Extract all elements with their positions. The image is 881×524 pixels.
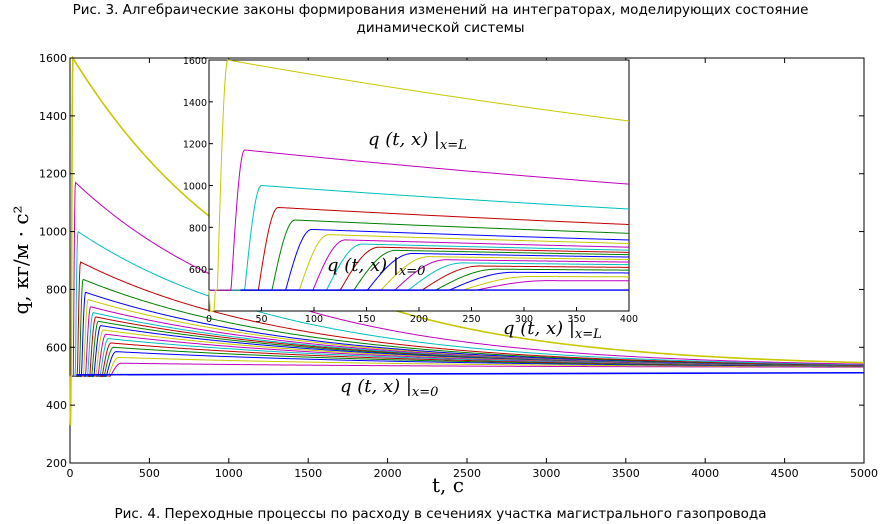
- inset-y-tick-label: 1200: [183, 140, 207, 151]
- main-axis-ticks: 0 500 1000 1500 2000 2500 3000 3500 4000 4500 5000…: [39, 52, 878, 480]
- main-curve-inlet: [76, 371, 865, 376]
- inset-x-tick-label: 250: [462, 314, 480, 325]
- annotation-main-outlet: q (t, x) |x=L: [503, 318, 602, 342]
- y-tick-label: 600: [46, 341, 67, 354]
- x-tick-label: 4000: [691, 467, 719, 480]
- x-tick-label: 3500: [612, 467, 640, 480]
- inset-curve-1: [208, 59, 630, 312]
- annotation-inset-inlet: q (t, x) |x=0: [327, 255, 425, 279]
- inset-x-tick-label: 350: [567, 314, 585, 325]
- x-tick-label: 1500: [294, 467, 322, 480]
- annotation-main-inlet: q (t, x) |x=0: [340, 376, 438, 400]
- inset-y-tick-label: 600: [189, 265, 207, 276]
- inset-x-tick-label: 400: [620, 314, 638, 325]
- inset-x-tick-label: 0: [206, 314, 212, 325]
- main-curve-5: [70, 278, 865, 377]
- x-tick-label: 3000: [532, 467, 560, 480]
- y-tick-label: 800: [46, 283, 67, 296]
- inset-curve-3: [209, 184, 630, 291]
- annotation-inset-outlet-sub: x=L: [440, 138, 467, 153]
- main-curve-18: [70, 351, 865, 377]
- y-tick-label: 1400: [39, 110, 67, 123]
- main-curve-19: [70, 356, 865, 377]
- main-curve-20: [70, 362, 865, 377]
- inset-y-tick-label: 1400: [183, 98, 207, 109]
- y-axis-label: q, кг/м · c²: [9, 205, 33, 314]
- main-curves: [69, 55, 865, 426]
- annotation-inset-inlet-text: q (t, x) |: [327, 255, 399, 276]
- x-tick-label: 2000: [374, 467, 402, 480]
- y-tick-label: 1000: [39, 226, 67, 239]
- caption-line-1: Рис. 3. Алгебраические законы формирован…: [72, 2, 809, 18]
- inset-y-tick-label: 1600: [183, 56, 207, 67]
- y-tick-label: 1600: [39, 52, 67, 65]
- x-tick-label: 500: [139, 467, 160, 480]
- main-curve-2: [70, 181, 865, 377]
- y-tick-label: 1200: [39, 168, 67, 181]
- figure-caption-top: Рис. 3. Алгебраические законы формирован…: [0, 1, 881, 37]
- inset-x-tick-label: 300: [515, 314, 533, 325]
- annotation-inset-inlet-sub: x=0: [399, 264, 426, 279]
- x-tick-label: 4500: [771, 467, 799, 480]
- x-tick-label: 1000: [215, 467, 243, 480]
- x-tick-label: 2500: [453, 467, 481, 480]
- inset-x-tick-label: 50: [255, 314, 267, 325]
- x-axis-label: t, c: [432, 473, 464, 497]
- annotation-main-inlet-text: q (t, x) |: [340, 376, 412, 397]
- main-curve-3: [70, 230, 865, 377]
- inset-curve-2: [209, 149, 630, 291]
- inset-axis-ticks: 0 50 100 150 200 250 300 350 400 600 800 1000 1200 14…: [183, 56, 638, 325]
- inset-curves: [208, 59, 630, 312]
- annotation-main-outlet-text: q (t, x) |: [503, 318, 575, 339]
- y-tick-label: 400: [46, 399, 67, 412]
- inset-x-tick-label: 200: [410, 314, 428, 325]
- inset-x-tick-label: 150: [357, 314, 375, 325]
- inset-y-tick-label: 1000: [183, 182, 207, 193]
- figure-caption-bottom: Рис. 4. Переходные процессы по расходу в…: [114, 506, 767, 522]
- x-tick-label: 5000: [850, 467, 878, 480]
- main-curve-4: [70, 261, 865, 377]
- inset-y-tick-label: 800: [189, 223, 207, 234]
- caption-line-2: динамической системы: [356, 20, 525, 36]
- x-tick-label: 0: [67, 467, 74, 480]
- annotation-main-inlet-sub: x=0: [412, 385, 439, 400]
- annotation-main-outlet-sub: x=L: [575, 327, 602, 342]
- annotation-inset-outlet-text: q (t, x) |: [368, 129, 440, 150]
- inset-x-tick-label: 100: [305, 314, 323, 325]
- annotation-inset-outlet: q (t, x) |x=L: [368, 129, 467, 153]
- y-tick-label: 200: [46, 457, 67, 470]
